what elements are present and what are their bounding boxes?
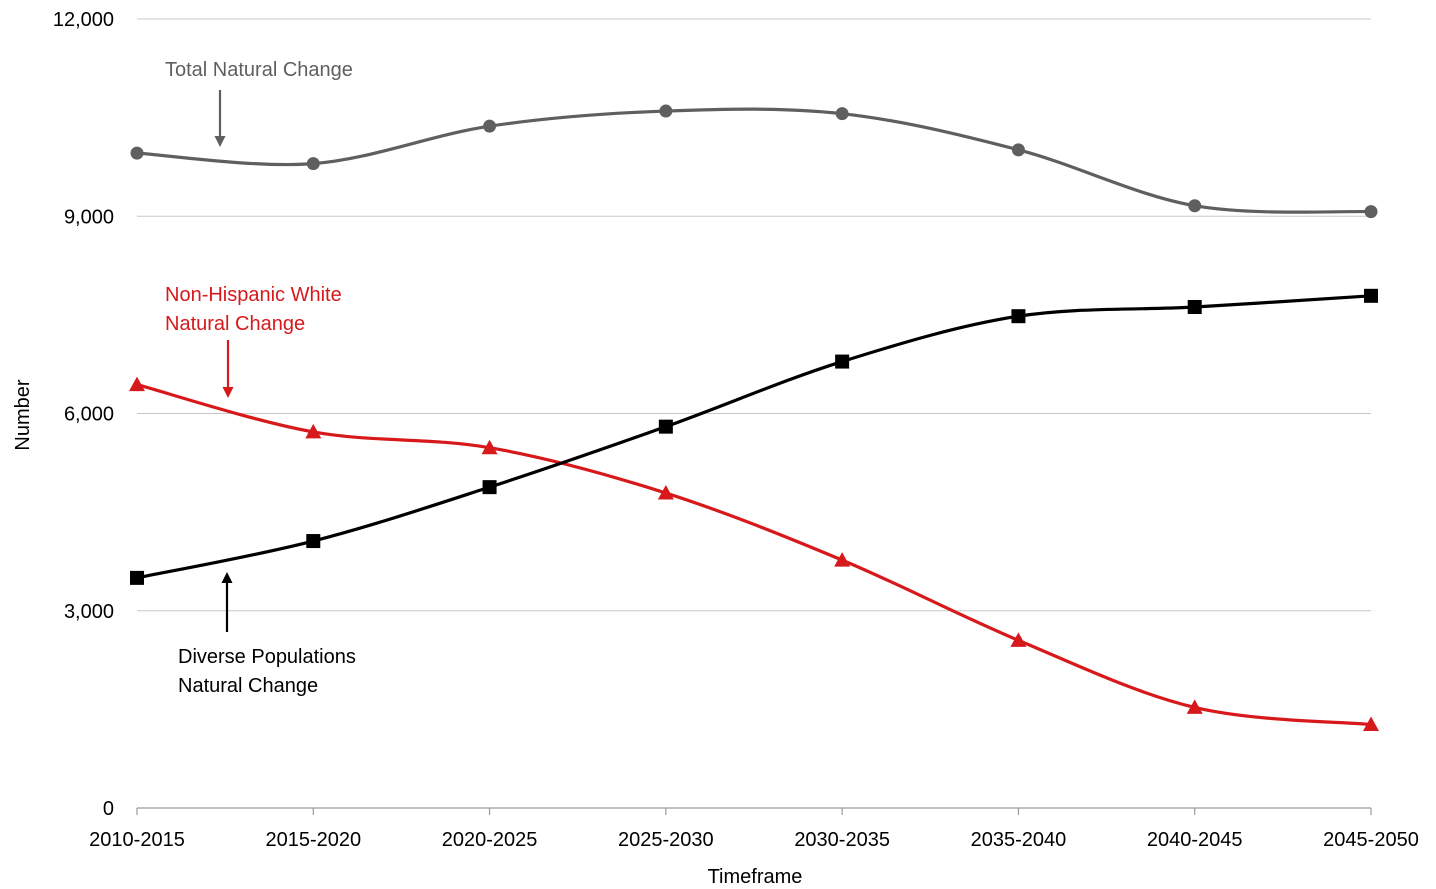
annotation-line: Diverse Populations <box>178 646 356 668</box>
data-point-nhw <box>834 552 851 567</box>
data-point-total <box>1011 143 1025 157</box>
series-line-total <box>136 107 1372 214</box>
y-tick-label: 6,000 <box>64 404 114 426</box>
data-point-nhw <box>1186 699 1203 714</box>
annotation-line: Natural Change <box>178 675 318 697</box>
y-axis-title: Number <box>12 379 34 450</box>
arrow-head <box>214 136 226 147</box>
series-diverse <box>130 288 1378 585</box>
data-point-total <box>659 104 673 118</box>
data-point-nhw <box>657 485 674 500</box>
annotations: Total Natural Change Non-Hispanic White Na… <box>165 59 356 697</box>
data-point-diverse <box>1364 288 1378 303</box>
data-point-diverse <box>306 534 321 549</box>
x-tick-label: 2015-2020 <box>265 829 361 851</box>
series-nhw <box>129 376 1379 731</box>
y-tick-label: 12,000 <box>53 9 114 31</box>
data-point-nhw <box>1010 632 1027 647</box>
annotation-line: Total Natural Change <box>165 59 353 81</box>
x-tick-label: 2020-2025 <box>442 829 538 851</box>
arrow-head <box>222 387 234 398</box>
data-point-total <box>130 146 144 160</box>
data-point-total <box>1364 205 1378 219</box>
x-tick-label: 2010-2015 <box>89 829 185 851</box>
annotation-label-nhw: Non-Hispanic White Natural Change <box>165 284 342 335</box>
gridlines <box>137 18 1371 612</box>
y-tick-label: 3,000 <box>64 601 114 623</box>
annotation-diverse: Diverse Populations Natural Change <box>178 572 356 697</box>
data-point-total <box>483 119 497 133</box>
annotation-line: Natural Change <box>165 313 305 335</box>
series-total <box>130 104 1378 219</box>
x-tick-label: 2035-2040 <box>971 829 1067 851</box>
data-point-nhw <box>305 423 322 439</box>
data-point-diverse <box>1011 309 1026 324</box>
annotation-nhw: Non-Hispanic White Natural Change <box>165 284 342 398</box>
data-point-total <box>1188 199 1202 213</box>
data-point-nhw <box>481 439 498 455</box>
y-tick-label: 9,000 <box>64 206 114 228</box>
series-line-nhw <box>136 383 1372 727</box>
data-point-nhw <box>1363 716 1379 731</box>
data-point-diverse <box>130 570 144 585</box>
data-point-diverse <box>1187 299 1202 314</box>
x-tick-label: 2040-2045 <box>1147 829 1243 851</box>
data-point-diverse <box>835 354 850 369</box>
x-tick-label: 2045-2050 <box>1323 829 1419 851</box>
data-point-diverse <box>482 480 497 495</box>
data-point-total <box>306 157 320 171</box>
data-point-diverse <box>658 419 673 434</box>
x-tick-label: 2030-2035 <box>794 829 890 851</box>
series-line-diverse <box>136 294 1372 580</box>
data-point-nhw <box>129 376 145 392</box>
arrow-head <box>221 572 233 583</box>
y-tick-label: 0 <box>103 798 114 820</box>
axes: 0 3,000 6,000 9,000 12,000 2010-2015 2015-2020… <box>53 9 1419 851</box>
series <box>129 104 1379 731</box>
x-axis-title: Timeframe <box>708 866 803 888</box>
annotation-total: Total Natural Change <box>165 59 353 147</box>
annotation-label-diverse: Diverse Populations Natural Change <box>178 646 356 697</box>
annotation-line: Non-Hispanic White <box>165 284 342 306</box>
x-tick-label: 2025-2030 <box>618 829 714 851</box>
data-point-total <box>835 107 849 121</box>
annotation-label-total: Total Natural Change <box>165 59 353 81</box>
